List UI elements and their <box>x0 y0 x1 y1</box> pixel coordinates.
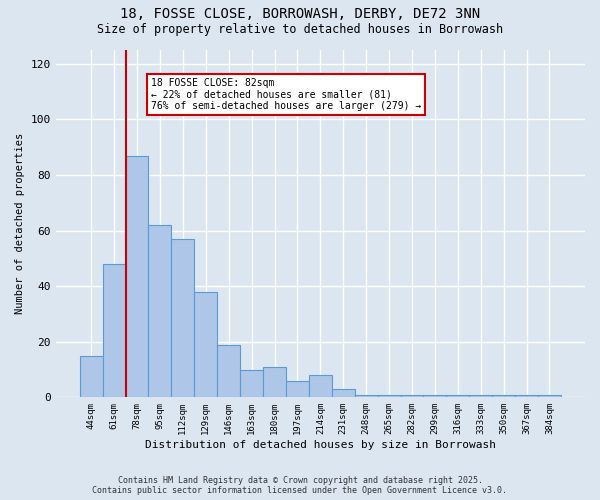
Bar <box>515 394 538 398</box>
Bar <box>240 370 263 398</box>
Bar <box>309 375 332 398</box>
Bar <box>538 394 561 398</box>
Bar <box>148 225 172 398</box>
Text: 18 FOSSE CLOSE: 82sqm
← 22% of detached houses are smaller (81)
76% of semi-deta: 18 FOSSE CLOSE: 82sqm ← 22% of detached … <box>151 78 421 111</box>
Bar <box>377 394 401 398</box>
Bar <box>125 156 148 398</box>
Text: Contains HM Land Registry data © Crown copyright and database right 2025.
Contai: Contains HM Land Registry data © Crown c… <box>92 476 508 495</box>
Y-axis label: Number of detached properties: Number of detached properties <box>15 133 25 314</box>
Bar <box>217 344 240 398</box>
Text: Size of property relative to detached houses in Borrowash: Size of property relative to detached ho… <box>97 22 503 36</box>
Bar <box>424 394 446 398</box>
Bar <box>286 380 309 398</box>
Bar <box>401 394 424 398</box>
Text: 18, FOSSE CLOSE, BORROWASH, DERBY, DE72 3NN: 18, FOSSE CLOSE, BORROWASH, DERBY, DE72 … <box>120 8 480 22</box>
Bar <box>469 394 492 398</box>
Bar <box>492 394 515 398</box>
X-axis label: Distribution of detached houses by size in Borrowash: Distribution of detached houses by size … <box>145 440 496 450</box>
Bar <box>103 264 125 398</box>
Bar <box>194 292 217 398</box>
Bar <box>263 367 286 398</box>
Bar <box>80 356 103 398</box>
Bar <box>332 389 355 398</box>
Bar <box>446 394 469 398</box>
Bar <box>355 394 377 398</box>
Bar <box>172 239 194 398</box>
